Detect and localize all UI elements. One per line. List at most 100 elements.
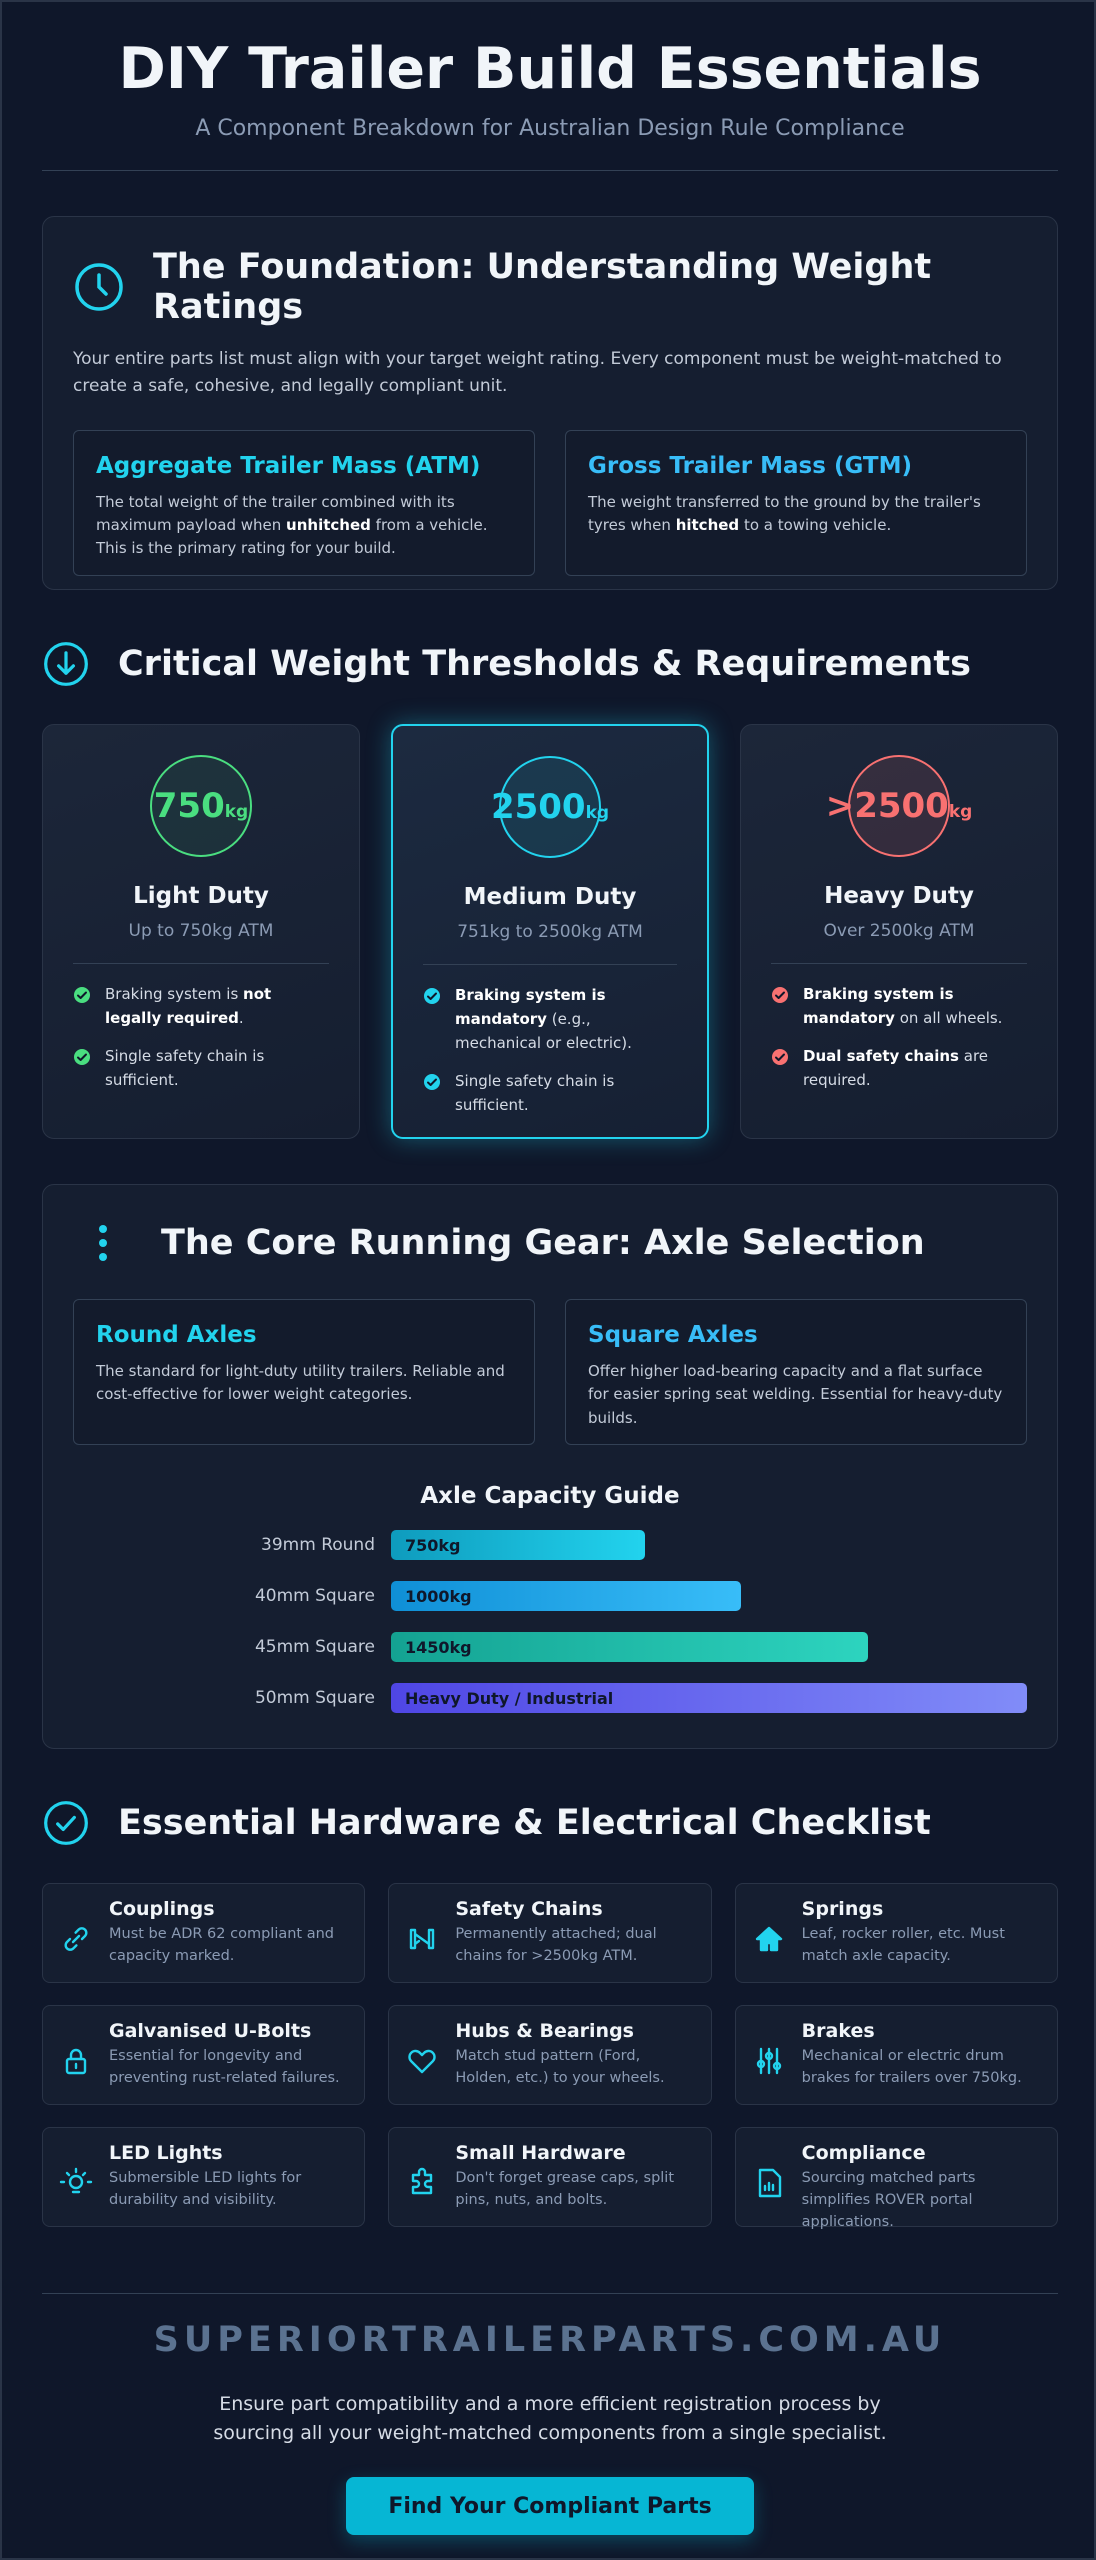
section-header: The Foundation: Understanding Weight Rat…	[73, 247, 1027, 328]
info-card: Gross Trailer Mass (GTM) The weight trans…	[565, 429, 1027, 576]
checklist: Couplings Must be ADR 62 compliant and ca…	[42, 1883, 1058, 2230]
tiers: 750 kg Light Duty Up to 750kg ATM Braking sy…	[42, 724, 1058, 1139]
item-title: Safety Chains	[455, 1898, 603, 1920]
item-text: LED Lights Submersible LED lights for dur…	[109, 2142, 348, 2212]
check-icon	[424, 988, 440, 1004]
requirement: Single safety chain is sufficient.	[73, 1044, 329, 1092]
item-desc: Must be ADR 62 compliant and capacity ma…	[109, 1926, 334, 1964]
info-card: Square Axles Offer higher load-bearing ca…	[565, 1299, 1027, 1445]
item-title: Small Hardware	[455, 2142, 626, 2164]
checklist-item: LED Lights Submersible LED lights for dur…	[42, 2127, 366, 2227]
tier-card: 2500 kg Medium Duty 751kg to 2500kg ATM Brak…	[391, 724, 709, 1139]
checklist-item: Safety Chains Permanently attached; dual …	[388, 1883, 712, 1983]
info-card: Aggregate Trailer Mass (ATM) The total we…	[73, 429, 535, 576]
item-icon	[408, 2049, 437, 2074]
item-text: Safety Chains Permanently attached; dual …	[455, 1898, 694, 1968]
check-icon	[772, 1049, 788, 1065]
item-icon	[755, 1926, 782, 1952]
axle-guide: Axle Capacity Guide 39mm Round 750kg 40mm …	[73, 1483, 1027, 1713]
check-icon	[44, 1801, 88, 1845]
item-title: Couplings	[109, 1898, 215, 1920]
check-icon	[74, 1049, 90, 1065]
item-text: Compliance Sourcing matched parts simplif…	[801, 2142, 1041, 2230]
guide-row: 50mm Square Heavy Duty / Industrial	[73, 1683, 1027, 1713]
requirement: Braking system is not legally required.	[73, 982, 329, 1030]
requirement-text: Braking system is not legally required.	[105, 982, 329, 1030]
axle-label: 50mm Square	[254, 1688, 375, 1708]
requirement-text: Braking system is mandatory (e.g., mecha…	[455, 983, 677, 1055]
tier-name: Heavy Duty	[824, 883, 974, 909]
item-desc: Sourcing matched parts simplifies ROVER …	[801, 2170, 976, 2230]
checklist-item: Galvanised U-Bolts Essential for longevit…	[42, 2005, 366, 2105]
tier-card: >2500 kg Heavy Duty Over 2500kg ATM Braking …	[740, 724, 1058, 1139]
requirement: Braking system is mandatory on all wheel…	[771, 982, 1027, 1030]
tier-range: Over 2500kg ATM	[823, 921, 975, 941]
capacity-bar: Heavy Duty / Industrial	[391, 1683, 1027, 1713]
tier-badge: >2500 kg	[826, 755, 972, 857]
info-card: Round Axles The standard for light-duty u…	[73, 1299, 535, 1445]
subtitle: A Component Breakdown for Australian Des…	[195, 116, 905, 141]
checklist-item: Couplings Must be ADR 62 compliant and ca…	[42, 1883, 366, 1983]
divider	[42, 2293, 1058, 2294]
text: (e.g., mechanical or electric).	[455, 1010, 632, 1052]
item-icon	[756, 2047, 781, 2075]
axle-label: 39mm Round	[261, 1535, 375, 1555]
text: Single safety chain is sufficient.	[105, 1047, 265, 1089]
item-icon	[59, 2167, 93, 2194]
item-text: Couplings Must be ADR 62 compliant and ca…	[109, 1898, 348, 1968]
card-text: The total weight of the trailer combined…	[96, 491, 512, 561]
tier-value: 2500	[490, 787, 586, 827]
down-icon	[44, 642, 88, 686]
checklist-item: Springs Leaf, rocker roller, etc. Must ma…	[734, 1883, 1058, 1983]
card-title: Gross Trailer Mass (GTM)	[588, 452, 913, 479]
requirement-text: Single safety chain is sufficient.	[455, 1069, 677, 1117]
cta-button[interactable]: Find Your Compliant Parts	[346, 2477, 754, 2535]
item-desc: Leaf, rocker roller, etc. Must match axl…	[801, 1926, 1005, 1964]
card-text: The weight transferred to the ground by …	[588, 491, 1004, 538]
checklist-item: Compliance Sourcing matched parts simplif…	[734, 2127, 1058, 2230]
divider	[42, 170, 1058, 171]
guide-row: 40mm Square 1000kg	[73, 1581, 1027, 1611]
guide-title: Axle Capacity Guide	[420, 1483, 680, 1509]
text: Offer higher load-bearing capacity and a…	[588, 1362, 1003, 1427]
checklist-item: Hubs & Bearings Match stud pattern (Ford,…	[388, 2005, 712, 2105]
tier-badge: 750 kg	[150, 755, 252, 857]
tier-value: >2500	[825, 786, 949, 826]
foundation: The Foundation: Understanding Weight Rat…	[42, 216, 1058, 590]
strong-text: Braking system is mandatory	[803, 985, 954, 1027]
requirement-text: Dual safety chains are required.	[803, 1044, 1027, 1092]
text: on all wheels.	[894, 1009, 1003, 1027]
clock-icon	[75, 263, 123, 311]
capacity-bar: 1000kg	[391, 1581, 741, 1611]
requirement: Dual safety chains are required.	[771, 1044, 1027, 1092]
section-title: Essential Hardware & Electrical Checklis…	[118, 1802, 931, 1843]
text: to a towing vehicle.	[739, 516, 892, 535]
check-icon	[424, 1074, 440, 1090]
brand: SUPERIORTRAILERPARTS.COM.AU	[153, 2320, 947, 2360]
cards: Aggregate Trailer Mass (ATM) The total we…	[73, 429, 1027, 576]
bar-track: 1450kg	[391, 1632, 1027, 1662]
checklist-item: Small Hardware Don't forget grease caps, …	[388, 2127, 712, 2227]
tier-divider	[423, 964, 677, 965]
check-icon	[74, 987, 90, 1003]
requirement-text: Braking system is mandatory on all wheel…	[803, 982, 1027, 1030]
tier-unit: kg	[224, 802, 249, 822]
tier-unit: kg	[948, 802, 973, 822]
item-text: Brakes Mechanical or electric drum brakes…	[802, 2020, 1041, 2090]
cards: Round Axles The standard for light-duty u…	[73, 1299, 1027, 1445]
text: The weight transferred to the ground by …	[588, 492, 981, 535]
bar-track: Heavy Duty / Industrial	[391, 1683, 1027, 1713]
tier-range: Up to 750kg ATM	[128, 921, 274, 941]
title: DIY Trailer Build Essentials	[118, 36, 982, 102]
item-title: Brakes	[801, 2020, 875, 2042]
axle-label: 45mm Square	[254, 1637, 375, 1657]
strong-text: unhitched	[286, 516, 371, 535]
check-icon	[772, 987, 788, 1003]
requirement-text: Single safety chain is sufficient.	[105, 1044, 329, 1092]
item-title: Compliance	[801, 2142, 926, 2164]
item-desc: Mechanical or electric drum brakes for t…	[801, 2048, 1022, 2086]
item-title: Galvanised U-Bolts	[109, 2020, 312, 2042]
section-title: The Core Running Gear: Axle Selection	[161, 1222, 925, 1263]
text: .	[238, 1009, 244, 1027]
header: DIY Trailer Build Essentials A Component…	[42, 36, 1058, 141]
